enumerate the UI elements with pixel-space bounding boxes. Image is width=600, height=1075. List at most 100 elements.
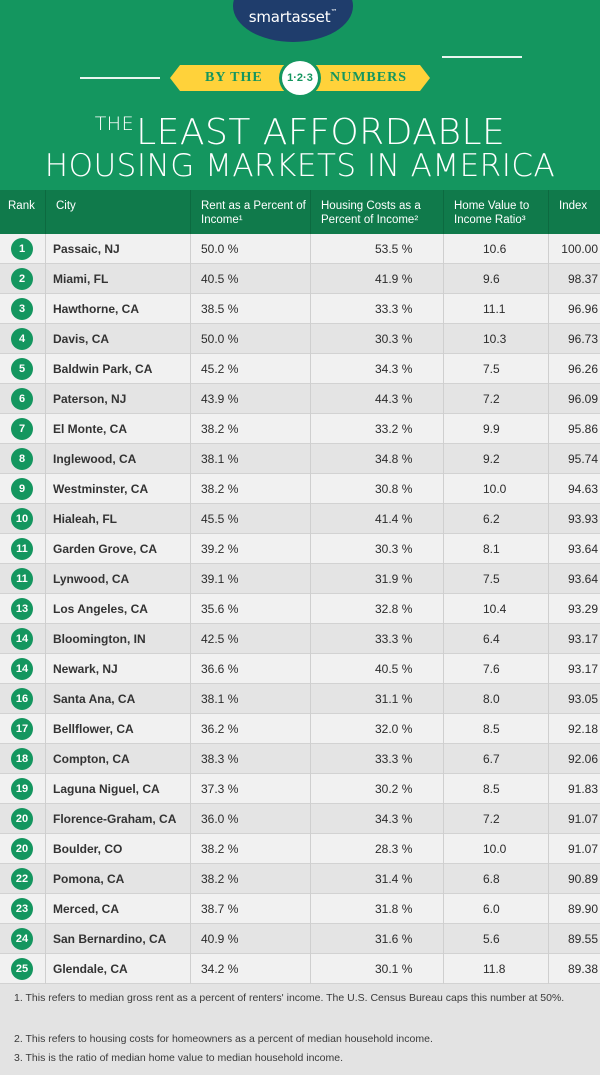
divider-line-left bbox=[80, 77, 160, 79]
table-row: 7 El Monte, CA 38.2 % 33.2 % 9.9 95.86 bbox=[0, 414, 600, 444]
city-cell: Hawthorne, CA bbox=[45, 294, 190, 324]
table-row: 13 Los Angeles, CA 35.6 % 32.8 % 10.4 93.29 bbox=[0, 594, 600, 624]
city-cell: Newark, NJ bbox=[45, 654, 190, 684]
rank-badge: 8 bbox=[11, 448, 33, 470]
city-cell: Merced, CA bbox=[45, 894, 190, 924]
city-cell: Compton, CA bbox=[45, 744, 190, 774]
city-cell: Florence-Graham, CA bbox=[45, 804, 190, 834]
column-header-index: Index bbox=[548, 190, 600, 234]
rent-percent-cell: 38.1 % bbox=[190, 444, 310, 474]
housing-costs-cell: 34.3 % bbox=[310, 804, 443, 834]
column-header-housing-costs: Housing Costs as a Percent of Income² bbox=[310, 190, 443, 234]
table-row: 18 Compton, CA 38.3 % 33.3 % 6.7 92.06 bbox=[0, 744, 600, 774]
rank-badge: 6 bbox=[11, 388, 33, 410]
rank-badge: 10 bbox=[11, 508, 33, 530]
table-row: 11 Lynwood, CA 39.1 % 31.9 % 7.5 93.64 bbox=[0, 564, 600, 594]
housing-costs-cell: 30.2 % bbox=[310, 774, 443, 804]
table-row: 25 Glendale, CA 34.2 % 30.1 % 11.8 89.38 bbox=[0, 954, 600, 984]
index-cell: 91.83 bbox=[548, 774, 600, 804]
rank-cell: 20 bbox=[0, 804, 45, 834]
index-cell: 92.18 bbox=[548, 714, 600, 744]
home-value-ratio-cell: 10.4 bbox=[443, 594, 548, 624]
rank-badge: 14 bbox=[11, 658, 33, 680]
column-header-rent: Rent as a Percent of Income¹ bbox=[190, 190, 310, 234]
home-value-ratio-cell: 5.6 bbox=[443, 924, 548, 954]
rank-badge: 16 bbox=[11, 688, 33, 710]
table-row: 10 Hialeah, FL 45.5 % 41.4 % 6.2 93.93 bbox=[0, 504, 600, 534]
rank-cell: 14 bbox=[0, 624, 45, 654]
rank-badge: 20 bbox=[11, 808, 33, 830]
table-row: 11 Garden Grove, CA 39.2 % 30.3 % 8.1 93.64 bbox=[0, 534, 600, 564]
city-cell: Miami, FL bbox=[45, 264, 190, 294]
rank-cell: 14 bbox=[0, 654, 45, 684]
home-value-ratio-cell: 9.6 bbox=[443, 264, 548, 294]
rent-percent-cell: 50.0 % bbox=[190, 324, 310, 354]
rent-percent-cell: 35.6 % bbox=[190, 594, 310, 624]
rank-badge: 18 bbox=[11, 748, 33, 770]
housing-costs-cell: 31.1 % bbox=[310, 684, 443, 714]
housing-costs-cell: 41.9 % bbox=[310, 264, 443, 294]
rank-badge: 11 bbox=[11, 538, 33, 560]
rent-percent-cell: 38.2 % bbox=[190, 414, 310, 444]
index-cell: 92.06 bbox=[548, 744, 600, 774]
rent-percent-cell: 38.2 % bbox=[190, 474, 310, 504]
index-cell: 93.64 bbox=[548, 564, 600, 594]
rank-badge: 24 bbox=[11, 928, 33, 950]
rank-badge: 17 bbox=[11, 718, 33, 740]
rank-cell: 17 bbox=[0, 714, 45, 744]
index-cell: 93.17 bbox=[548, 624, 600, 654]
rank-cell: 18 bbox=[0, 744, 45, 774]
rent-percent-cell: 39.1 % bbox=[190, 564, 310, 594]
table-row: 20 Florence-Graham, CA 36.0 % 34.3 % 7.2 91.0… bbox=[0, 804, 600, 834]
table-row: 24 San Bernardino, CA 40.9 % 31.6 % 5.6 89.55 bbox=[0, 924, 600, 954]
housing-costs-cell: 30.1 % bbox=[310, 954, 443, 984]
home-value-ratio-cell: 11.1 bbox=[443, 294, 548, 324]
rank-cell: 24 bbox=[0, 924, 45, 954]
home-value-ratio-cell: 7.2 bbox=[443, 384, 548, 414]
smartasset-logo[interactable]: smartasset™ bbox=[248, 8, 338, 26]
index-cell: 98.37 bbox=[548, 264, 600, 294]
rank-cell: 19 bbox=[0, 774, 45, 804]
rank-badge: 13 bbox=[11, 598, 33, 620]
rank-cell: 11 bbox=[0, 564, 45, 594]
rent-percent-cell: 43.9 % bbox=[190, 384, 310, 414]
housing-costs-cell: 30.3 % bbox=[310, 324, 443, 354]
city-cell: Bloomington, IN bbox=[45, 624, 190, 654]
rent-percent-cell: 38.5 % bbox=[190, 294, 310, 324]
rank-cell: 10 bbox=[0, 504, 45, 534]
city-cell: Inglewood, CA bbox=[45, 444, 190, 474]
city-cell: Boulder, CO bbox=[45, 834, 190, 864]
rent-percent-cell: 40.9 % bbox=[190, 924, 310, 954]
table-row: 14 Newark, NJ 36.6 % 40.5 % 7.6 93.17 bbox=[0, 654, 600, 684]
home-value-ratio-cell: 6.2 bbox=[443, 504, 548, 534]
rank-badge: 23 bbox=[11, 898, 33, 920]
rent-percent-cell: 39.2 % bbox=[190, 534, 310, 564]
city-cell: Westminster, CA bbox=[45, 474, 190, 504]
city-cell: Paterson, NJ bbox=[45, 384, 190, 414]
rank-badge: 11 bbox=[11, 568, 33, 590]
home-value-ratio-cell: 10.3 bbox=[443, 324, 548, 354]
rank-badge: 19 bbox=[11, 778, 33, 800]
rank-badge: 3 bbox=[11, 298, 33, 320]
rent-percent-cell: 38.3 % bbox=[190, 744, 310, 774]
housing-costs-cell: 44.3 % bbox=[310, 384, 443, 414]
city-cell: Davis, CA bbox=[45, 324, 190, 354]
index-cell: 91.07 bbox=[548, 834, 600, 864]
housing-costs-cell: 32.8 % bbox=[310, 594, 443, 624]
footnotes: 1. This refers to median gross rent as a… bbox=[0, 987, 600, 1075]
column-header-rank: Rank bbox=[8, 200, 35, 212]
rank-badge: 5 bbox=[11, 358, 33, 380]
home-value-ratio-cell: 7.5 bbox=[443, 564, 548, 594]
rank-badge: 4 bbox=[11, 328, 33, 350]
city-cell: Hialeah, FL bbox=[45, 504, 190, 534]
rent-percent-cell: 38.1 % bbox=[190, 684, 310, 714]
rent-percent-cell: 36.0 % bbox=[190, 804, 310, 834]
home-value-ratio-cell: 8.5 bbox=[443, 714, 548, 744]
home-value-ratio-cell: 7.6 bbox=[443, 654, 548, 684]
housing-costs-cell: 30.3 % bbox=[310, 534, 443, 564]
index-cell: 93.93 bbox=[548, 504, 600, 534]
housing-costs-cell: 31.9 % bbox=[310, 564, 443, 594]
table-row: 14 Bloomington, IN 42.5 % 33.3 % 6.4 93.17 bbox=[0, 624, 600, 654]
housing-costs-cell: 33.2 % bbox=[310, 414, 443, 444]
index-cell: 95.74 bbox=[548, 444, 600, 474]
